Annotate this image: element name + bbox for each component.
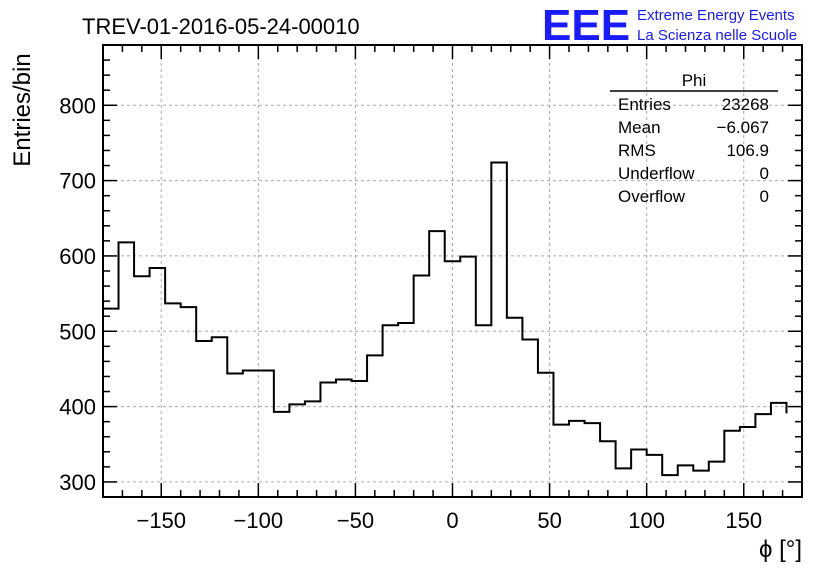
logo-line-1: Extreme Energy Events xyxy=(637,7,795,24)
tick-labels: −150 −100 −50 0 50 100 150 300 400 500 600 700 800 xyxy=(59,93,762,533)
stats-box: Phi Entries 23268 Mean −6.067 RMS 106.9 Underf… xyxy=(610,71,778,206)
x-tick-label: 50 xyxy=(537,508,561,533)
eee-logo: EEE Extreme Energy Events La Scienza nel… xyxy=(542,1,797,50)
x-tick-label: −100 xyxy=(234,508,284,533)
y-tick-label: 700 xyxy=(59,169,96,194)
x-tick-label: −150 xyxy=(136,508,186,533)
x-tick-label: −50 xyxy=(337,508,374,533)
logo-letters: EEE xyxy=(542,1,630,50)
y-tick-label: 800 xyxy=(59,93,96,118)
stats-header: Phi xyxy=(682,71,707,90)
stats-label: RMS xyxy=(618,141,656,160)
histogram-series xyxy=(102,161,788,497)
stats-label: Underflow xyxy=(618,164,695,183)
stats-value: 0 xyxy=(760,187,769,206)
stats-value: 0 xyxy=(760,164,769,183)
y-tick-label: 600 xyxy=(59,244,96,269)
y-tick-label: 500 xyxy=(59,319,96,344)
stats-label: Overflow xyxy=(618,187,686,206)
grid-lines xyxy=(103,45,802,497)
chart-title: TREV-01-2016-05-24-00010 xyxy=(82,14,360,39)
x-tick-label: 100 xyxy=(628,508,665,533)
stats-value: −6.067 xyxy=(717,118,769,137)
y-tick-label: 300 xyxy=(59,470,96,495)
x-axis-title: ϕ [°] xyxy=(759,536,802,563)
stats-label: Entries xyxy=(618,95,671,114)
y-axis-title: Entries/bin xyxy=(9,53,36,166)
x-tick-label: 0 xyxy=(446,508,458,533)
stats-value: 23268 xyxy=(722,95,769,114)
x-tick-label: 150 xyxy=(725,508,762,533)
logo-line-2: La Scienza nelle Scuole xyxy=(637,27,797,44)
stats-value: 106.9 xyxy=(726,141,769,160)
stats-label: Mean xyxy=(618,118,661,137)
axis-ticks xyxy=(102,44,803,498)
y-tick-label: 400 xyxy=(59,395,96,420)
